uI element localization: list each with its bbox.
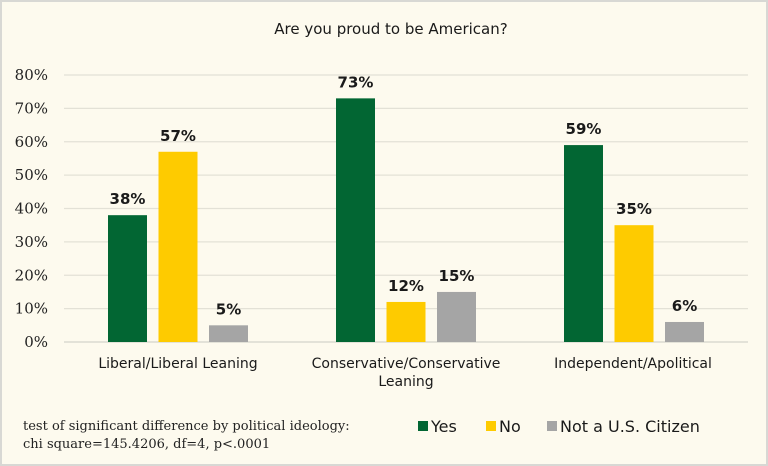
category-label: Independent/Apolitical [554, 356, 712, 372]
chart-title: Are you proud to be American? [274, 20, 507, 38]
data-label: 57% [160, 127, 196, 145]
data-label: 6% [672, 297, 697, 315]
y-tick-label: 30% [15, 233, 48, 251]
bar [665, 321, 704, 342]
note-line: chi square=145.4206, df=4, p<.0001 [23, 437, 270, 452]
data-labels: 38% 73% 59% 57% 12% 35% 5% 15% 6% [110, 73, 698, 318]
legend-label: Yes [430, 417, 457, 436]
y-tick-label: 50% [15, 166, 48, 184]
data-label: 15% [439, 267, 475, 285]
bar [209, 325, 248, 342]
legend: Yes No Not a U.S. Citizen [418, 417, 700, 436]
data-label: 35% [616, 200, 652, 218]
legend-swatch [418, 421, 428, 431]
bar [564, 145, 603, 342]
y-tick-label: 0% [24, 333, 48, 351]
bar [386, 301, 426, 342]
legend-swatch [547, 421, 557, 431]
legend-swatch [486, 421, 496, 431]
data-label: 5% [216, 300, 241, 318]
category-labels: Liberal/Liberal Leaning Conservative/Cons… [98, 356, 712, 390]
data-label: 38% [110, 190, 146, 208]
bars [108, 98, 704, 342]
statistical-note: test of significant difference by politi… [23, 419, 350, 452]
y-tick-label: 80% [15, 66, 48, 84]
category-label: Liberal/Liberal Leaning [98, 356, 257, 372]
legend-label: No [499, 417, 521, 436]
bar [437, 291, 476, 342]
y-tick-label: 60% [15, 133, 48, 151]
data-label: 59% [566, 120, 602, 138]
data-label: 12% [388, 277, 424, 295]
category-label: Leaning [378, 374, 433, 390]
bar [108, 215, 147, 342]
bar [336, 98, 375, 342]
data-label: 73% [338, 73, 374, 91]
y-axis-ticks: 0% 10% 20% 30% 40% 50% 60% 70% 80% [15, 66, 48, 351]
category-label: Conservative/Conservative [312, 356, 501, 372]
bar [158, 151, 198, 342]
y-tick-label: 70% [15, 99, 48, 117]
legend-label: Not a U.S. Citizen [560, 417, 700, 436]
bar [614, 225, 654, 342]
y-tick-label: 20% [15, 266, 48, 284]
note-line: test of significant difference by politi… [23, 419, 350, 434]
y-tick-label: 10% [15, 300, 48, 318]
y-tick-label: 40% [15, 200, 48, 218]
